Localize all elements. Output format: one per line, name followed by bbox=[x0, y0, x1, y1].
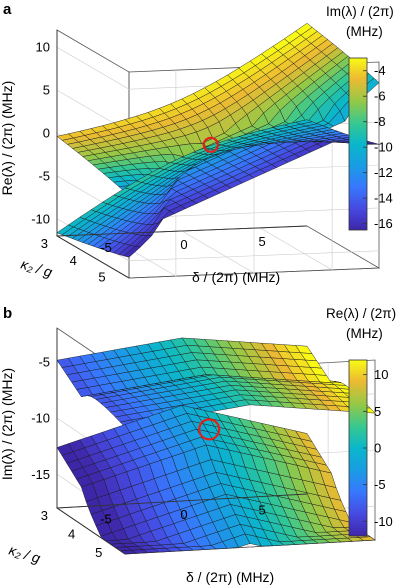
y-tick-label: 5 bbox=[98, 270, 105, 285]
surface-patch bbox=[294, 119, 313, 125]
colorbar-tick-label: -16 bbox=[374, 216, 393, 231]
z-tick-label: 10 bbox=[36, 40, 50, 55]
x-tick-label: 5 bbox=[258, 234, 265, 249]
colorbar-tick-label: 0 bbox=[374, 441, 381, 456]
surface-patch bbox=[295, 345, 313, 354]
x-axis-line bbox=[56, 225, 308, 237]
z-tick-label: -5 bbox=[38, 168, 50, 183]
z-tick-label: -10 bbox=[31, 411, 50, 426]
y-axis-line bbox=[56, 507, 126, 555]
y-tick-label: 4 bbox=[70, 253, 77, 268]
colorbar-a bbox=[348, 57, 368, 231]
colorbar-tick-label: -5 bbox=[374, 477, 386, 492]
ticks-a: 10 5 0 -5 -10 -5 0 5 3 4 5 bbox=[31, 30, 308, 285]
z-tick-label: -15 bbox=[31, 467, 50, 482]
x-tick-label: -5 bbox=[100, 511, 112, 526]
x-axis-line bbox=[56, 493, 308, 509]
surface-b bbox=[56, 337, 376, 555]
colorbar-title-b: Re(λ) / (2π) bbox=[326, 306, 396, 321]
z-tick-label: 0 bbox=[43, 126, 50, 141]
ticks-b: -5 -10 -15 -5 0 5 3 4 5 bbox=[31, 328, 308, 560]
zlabel-a: Re(λ) / (2π) (MHz) bbox=[0, 81, 15, 196]
y-tick-label: 3 bbox=[41, 508, 48, 523]
panel-label-b: b bbox=[3, 305, 12, 322]
colorbar-tick-label: 5 bbox=[374, 404, 381, 419]
x-tick-label: 0 bbox=[180, 507, 187, 522]
ylabel-b: κ₂ / g bbox=[7, 542, 42, 567]
panel-label-a: a bbox=[3, 1, 12, 18]
z-tick-label: 5 bbox=[43, 83, 50, 98]
surface-a bbox=[56, 23, 380, 258]
z-tick-label: -10 bbox=[31, 211, 50, 226]
exceptional-point-marker bbox=[202, 136, 219, 153]
xlabel-a: δ / (2π) (MHz) bbox=[192, 269, 280, 285]
colorbar-title-a: Im(λ) / (2π) bbox=[326, 4, 394, 19]
ylabel-a: κ₂ / g bbox=[19, 256, 54, 281]
colorbar-ticks-b: 10 5 0 -5 -10 bbox=[363, 367, 393, 529]
xlabel-b: δ / (2π) (MHz) bbox=[186, 569, 274, 585]
colorbar-tick-label: -6 bbox=[374, 89, 386, 104]
colorbar-tick-label: -14 bbox=[374, 191, 393, 206]
colorbar-tick-label: 10 bbox=[374, 367, 388, 382]
exceptional-point-marker bbox=[198, 418, 221, 441]
y-tick-label: 5 bbox=[95, 545, 102, 560]
colorbar-units-b: (MHz) bbox=[346, 326, 383, 341]
x-tick-label: -5 bbox=[100, 240, 112, 255]
colorbar-units-a: (MHz) bbox=[346, 24, 383, 39]
y-tick-label: 4 bbox=[68, 526, 75, 541]
colorbar-tick-label: -10 bbox=[374, 140, 393, 155]
panel-a: a 10 5 0 -5 -10 -5 0 5 3 4 5 Re(λ) / (2π) (MHz) κ₂… bbox=[0, 0, 408, 292]
colorbar-tick-label: -4 bbox=[374, 63, 386, 78]
colorbar-tick-label: -10 bbox=[374, 514, 393, 529]
surface-patch bbox=[295, 430, 313, 442]
zlabel-b: Im(λ) / (2π) (MHz) bbox=[0, 368, 15, 480]
surface-patch bbox=[295, 23, 313, 36]
colorbar-tick-label: -12 bbox=[374, 165, 393, 180]
chart-a-canvas: a 10 5 0 -5 -10 -5 0 5 3 4 5 Re(λ) / (2π) (MHz) κ₂… bbox=[0, 1, 394, 285]
y-tick-label: 3 bbox=[41, 236, 48, 251]
panel-b: b -5 -10 -15 -5 0 5 3 4 5 Im(λ) / (2π) (MHz) κ₂ … bbox=[0, 296, 408, 588]
colorbar-tick-label: -8 bbox=[374, 114, 386, 129]
x-tick-label: 0 bbox=[180, 237, 187, 252]
colorbar-ticks-a: -4 -6 -8 -10 -12 -14 -16 bbox=[363, 63, 393, 231]
y-axis-line bbox=[56, 235, 130, 279]
x-tick-label: 5 bbox=[258, 503, 265, 518]
z-tick-label: -5 bbox=[38, 354, 50, 369]
chart-b-canvas: b -5 -10 -15 -5 0 5 3 4 5 Im(λ) / (2π) (MHz) κ₂ … bbox=[0, 305, 396, 585]
